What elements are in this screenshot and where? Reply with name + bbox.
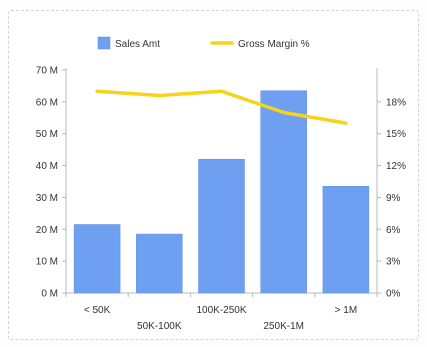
left-tick-label: 40 M (36, 161, 58, 172)
left-tick-label: 70 M (36, 66, 58, 77)
legend-label-sales-amt: Sales Amt (115, 39, 160, 50)
legend-label-gross-margin: Gross Margin % (238, 39, 310, 50)
x-tick-label: 100K-250K (196, 305, 246, 316)
x-tick-label: > 1M (335, 305, 358, 316)
left-tick-label: 30 M (36, 193, 58, 204)
bar-sales-amt (260, 90, 307, 294)
right-tick-label: 0% (386, 289, 401, 300)
bar-sales-amt (322, 186, 370, 294)
bar-sales-amt (198, 158, 245, 294)
x-tick-label: 250K-1M (263, 321, 304, 332)
right-tick-label: 15% (386, 129, 406, 140)
right-tick-label: 9% (386, 193, 401, 204)
legend-swatch-sales-amt (97, 36, 111, 50)
right-tick-label: 3% (386, 257, 401, 268)
bar-sales-amt (73, 224, 121, 294)
left-tick-label: 60 M (36, 97, 58, 108)
line-gross-margin (95, 89, 348, 125)
right-tick-label: 18% (386, 97, 406, 108)
left-tick-label: 0 M (41, 289, 58, 300)
right-tick-label: 12% (386, 161, 406, 172)
x-tick-label: < 50K (84, 305, 111, 316)
left-tick-label: 10 M (36, 257, 58, 268)
right-tick-label: 6% (386, 225, 401, 236)
bar-sales-amt (136, 233, 183, 294)
left-tick-label: 50 M (36, 129, 58, 140)
x-tick-label: 50K-100K (137, 321, 182, 332)
left-tick-label: 20 M (36, 225, 58, 236)
